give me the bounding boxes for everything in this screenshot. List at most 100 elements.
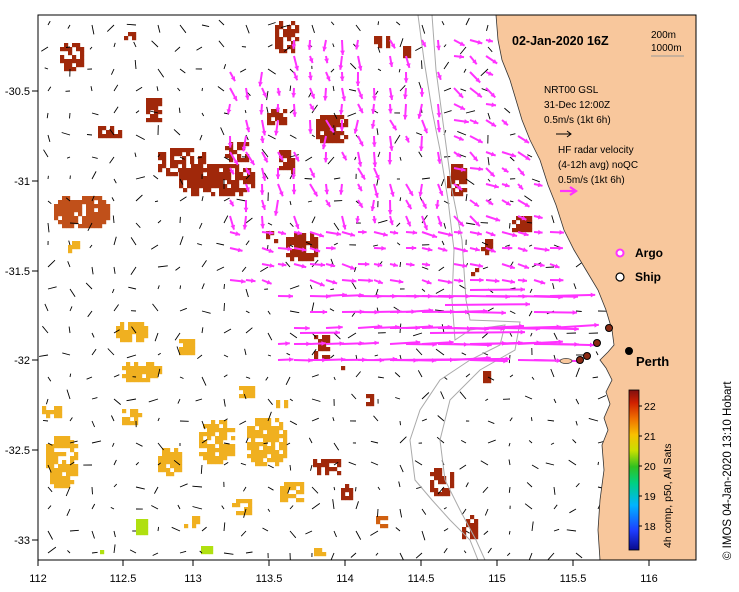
radar-arrow (533, 229, 543, 235)
radar-arrow (325, 119, 335, 134)
current-vector (156, 86, 159, 92)
radar-arrow (258, 71, 263, 87)
sst-pixel (128, 330, 133, 335)
sst-pixel (267, 422, 272, 427)
sst-pixel (106, 216, 111, 221)
current-vector (113, 483, 118, 488)
current-vector (113, 374, 120, 378)
current-vector (289, 420, 298, 426)
current-vector (377, 151, 381, 158)
current-vector (377, 486, 381, 490)
sst-pixel (66, 208, 71, 213)
sst-pixel (239, 192, 244, 197)
sst-pixel (72, 245, 77, 250)
sst-pixel (328, 115, 333, 120)
sst-pixel (267, 430, 272, 435)
sst-pixel (58, 468, 63, 473)
current-vector (529, 244, 533, 247)
radar-arrow (469, 246, 481, 252)
sst-pixel (287, 29, 292, 34)
sst-pixel (94, 224, 99, 229)
current-vector (236, 198, 247, 202)
sst-pixel (366, 394, 371, 399)
sst-pixel (344, 123, 349, 128)
sst-pixel (126, 366, 131, 371)
sst-pixel (378, 40, 383, 45)
sst-pixel (211, 432, 216, 437)
current-vector (377, 68, 382, 72)
current-vector (178, 107, 181, 114)
sst-pixel (320, 115, 325, 120)
sst-pixel (294, 241, 299, 246)
sst-pixel (274, 239, 279, 244)
current-vector (267, 464, 274, 469)
current-vector (47, 20, 51, 26)
sst-pixel (178, 160, 183, 165)
current-vector (330, 354, 335, 359)
radar-arrow (485, 119, 497, 128)
sst-pixel (203, 452, 208, 457)
sst-pixel (182, 160, 187, 165)
current-vector (179, 196, 187, 202)
radar-arrow (485, 87, 497, 99)
current-vector (91, 503, 96, 510)
radar-arrow (293, 215, 300, 230)
current-vector (175, 266, 181, 271)
sst-pixel (470, 535, 475, 540)
sst-pixel (332, 119, 337, 124)
current-vector (201, 112, 205, 117)
sst-pixel (248, 507, 253, 512)
sst-pixel (223, 192, 228, 197)
current-vector (47, 286, 57, 290)
sst-pixel (187, 180, 192, 185)
current-vector (463, 550, 467, 554)
current-vector (330, 552, 335, 560)
sst-pixel (283, 109, 288, 114)
sst-pixel (235, 164, 240, 169)
sst-pixel (288, 494, 293, 499)
sst-pixel (231, 188, 236, 193)
sst-pixel (162, 456, 167, 461)
sst-pixel (86, 212, 91, 217)
current-vector (241, 266, 247, 272)
sst-pixel (380, 524, 385, 529)
radar-arrow (469, 263, 484, 268)
current-vector (113, 178, 117, 184)
current-vector (333, 442, 340, 451)
sst-pixel (407, 46, 412, 51)
sst-pixel (328, 135, 333, 140)
sst-pixel (487, 371, 492, 376)
sst-pixel (223, 448, 228, 453)
current-vectors (39, 17, 608, 560)
sst-pixel (158, 366, 163, 371)
sst-pixel (287, 162, 292, 167)
sst-pixel (324, 123, 329, 128)
sst-pixel (300, 482, 305, 487)
sst-pixel (287, 158, 292, 163)
sst-pixel (298, 253, 303, 258)
sst-pixel (203, 184, 208, 189)
sst-pixel (154, 366, 159, 371)
current-vector (47, 505, 52, 510)
current-vector (355, 200, 360, 204)
current-vector (46, 112, 49, 119)
radar-arrow (310, 357, 327, 363)
sst-pixel (58, 480, 63, 485)
sst-pixel (474, 531, 479, 536)
sst-pixel (162, 460, 167, 465)
sst-pixel (191, 351, 196, 356)
radar-arrow (325, 262, 336, 268)
radar-arrow (308, 55, 314, 64)
current-vector (223, 354, 229, 358)
current-vector (65, 46, 71, 48)
sst-pixel (66, 204, 71, 209)
current-vector (220, 127, 225, 136)
current-vector (285, 261, 291, 268)
radar-arrow (389, 39, 396, 49)
sst-pixel (58, 476, 63, 481)
sst-pixel (90, 224, 95, 229)
current-vector (465, 17, 470, 26)
current-vector (509, 310, 516, 315)
current-vector (487, 112, 491, 120)
current-vector (134, 152, 137, 158)
